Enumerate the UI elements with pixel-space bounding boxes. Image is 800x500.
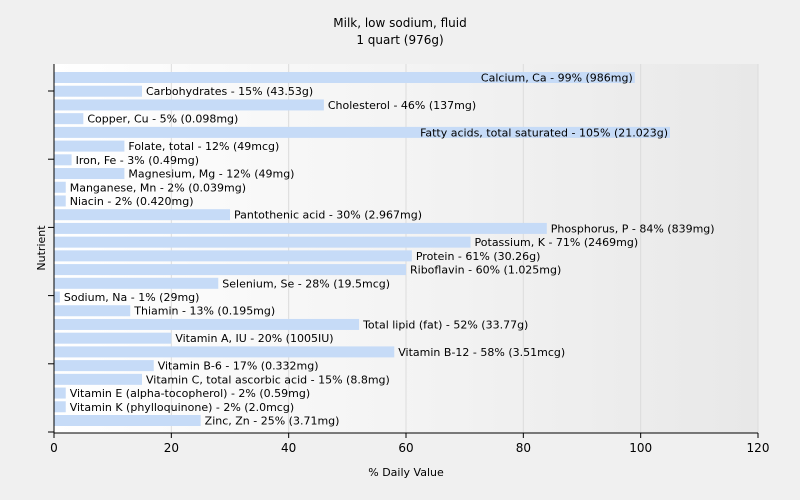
bar-label: Vitamin B-12 - 58% (3.51mcg) — [398, 346, 565, 359]
x-tick-label: 100 — [629, 441, 652, 455]
bar-label: Sodium, Na - 1% (29mg) — [64, 291, 200, 304]
bar-label: Protein - 61% (30.26g) — [416, 250, 541, 263]
bar-label: Fatty acids, total saturated - 105% (21.… — [420, 126, 668, 139]
bar — [54, 373, 142, 385]
bar — [54, 154, 72, 166]
bar-label: Phosphorus, P - 84% (839mg) — [551, 222, 715, 235]
bar-label: Cholesterol - 46% (137mg) — [328, 99, 476, 112]
bar — [54, 113, 84, 125]
bar-label: Vitamin B-6 - 17% (0.332mg) — [158, 360, 319, 373]
bar — [54, 318, 360, 330]
bar — [54, 236, 471, 248]
chart-title: Milk, low sodium, fluid — [333, 16, 467, 30]
bar-label: Folate, total - 12% (49mcg) — [128, 140, 279, 153]
chart-subtitle: 1 quart (976g) — [356, 33, 443, 47]
bar-label: Potassium, K - 71% (2469mg) — [475, 236, 639, 249]
x-tick-label: 120 — [747, 441, 770, 455]
bar-label: Carbohydrates - 15% (43.53g) — [146, 85, 313, 98]
bar-label: Riboflavin - 60% (1.025mg) — [410, 264, 561, 277]
bar — [54, 222, 547, 234]
bar — [54, 401, 66, 413]
bar-label: Selenium, Se - 28% (19.5mcg) — [222, 277, 390, 290]
bar-label: Pantothenic acid - 30% (2.967mg) — [234, 209, 422, 222]
bar — [54, 332, 172, 344]
bar — [54, 195, 66, 207]
bar — [54, 209, 230, 221]
bar — [54, 140, 125, 152]
bar — [54, 250, 412, 262]
bar — [54, 415, 201, 426]
bar-label: Vitamin E (alpha-tocopherol) - 2% (0.59m… — [70, 387, 310, 400]
x-tick-label: 60 — [398, 441, 413, 455]
x-tick-label: 40 — [281, 441, 296, 455]
x-axis-label: % Daily Value — [368, 466, 444, 479]
bar-label: Vitamin C, total ascorbic acid - 15% (8.… — [146, 373, 390, 386]
bar-label: Thiamin - 13% (0.195mg) — [133, 305, 275, 318]
bar — [54, 99, 324, 111]
bar — [54, 277, 219, 289]
x-tick-label: 0 — [50, 441, 58, 455]
bar-label: Vitamin K (phylloquinone) - 2% (2.0mcg) — [70, 401, 294, 414]
bar — [54, 85, 142, 97]
bar-label: Zinc, Zn - 25% (3.71mg) — [205, 415, 340, 428]
bar-label: Vitamin A, IU - 20% (1005IU) — [175, 332, 333, 345]
axes-group: 0 20 40 60 80 100 120 — [48, 64, 769, 455]
bar — [54, 346, 395, 358]
bar — [54, 305, 131, 317]
bar — [54, 360, 154, 372]
bar — [54, 126, 670, 138]
y-axis-label: Nutrient — [35, 225, 48, 271]
bar — [54, 387, 66, 399]
bar — [54, 72, 635, 83]
gridlines — [170, 64, 759, 433]
bar — [54, 168, 125, 180]
bar-label: Magnesium, Mg - 12% (49mg) — [128, 168, 294, 181]
bar-label: Iron, Fe - 3% (0.49mg) — [76, 154, 199, 167]
bar-label: Manganese, Mn - 2% (0.039mg) — [70, 181, 246, 194]
bar-label: Niacin - 2% (0.420mg) — [70, 195, 194, 208]
bar — [54, 291, 60, 303]
bar — [54, 264, 406, 276]
bar — [54, 181, 66, 193]
x-tick-label: 80 — [516, 441, 531, 455]
bar-label: Total lipid (fat) - 52% (33.77g) — [362, 318, 528, 331]
bar-label: Copper, Cu - 5% (0.098mg) — [87, 113, 238, 126]
bars-group: Calcium, Ca - 99% (986mg) Carbohydrates -… — [54, 72, 715, 428]
bar-label: Calcium, Ca - 99% (986mg) — [481, 72, 633, 85]
x-tick-label: 20 — [164, 441, 179, 455]
